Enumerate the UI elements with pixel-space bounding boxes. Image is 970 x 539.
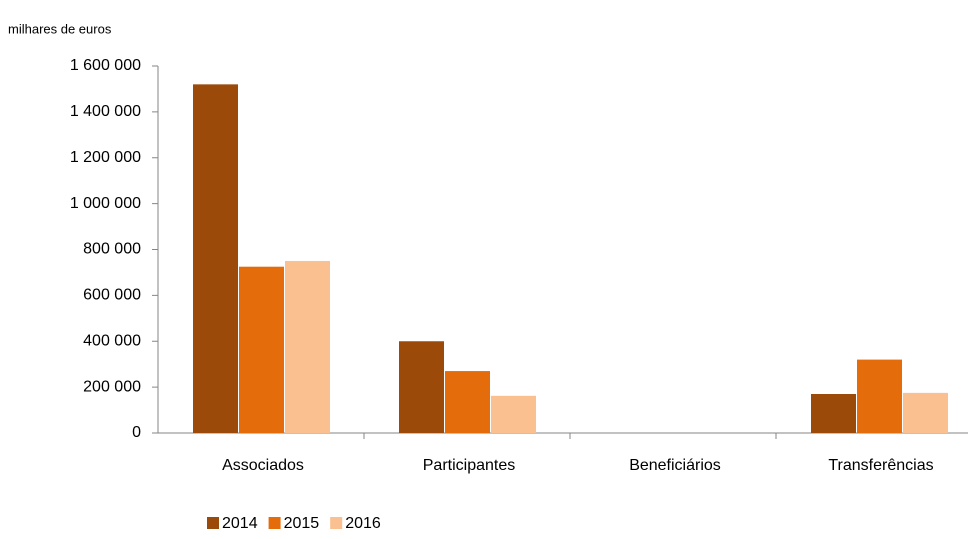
y-tick-label: 600 000 [83, 287, 141, 304]
bar [285, 260, 330, 433]
bar [903, 392, 948, 433]
axis-unit-label: milhares de euros [8, 21, 112, 36]
x-tick-label: Beneficiários [629, 457, 721, 474]
y-tick-label: 1 200 000 [70, 149, 141, 166]
y-tick-label: 800 000 [83, 241, 141, 258]
bar [857, 359, 902, 433]
bar [445, 371, 490, 433]
bar [239, 266, 284, 433]
x-tick-label: Transferências [828, 457, 933, 474]
bar [193, 84, 238, 433]
y-tick-label: 1 000 000 [70, 195, 141, 212]
legend-label: 2015 [284, 515, 320, 532]
y-tick-label: 1 400 000 [70, 103, 141, 120]
y-tick-label: 0 [132, 424, 141, 441]
legend-swatch [330, 517, 343, 529]
legend-label: 2014 [222, 515, 258, 532]
y-tick-label: 400 000 [83, 332, 141, 349]
bar [491, 395, 536, 433]
y-tick-label: 200 000 [83, 378, 141, 395]
legend-swatch [268, 517, 281, 529]
legend-label: 2016 [345, 515, 381, 532]
x-tick-label: Participantes [423, 457, 516, 474]
bar [811, 394, 856, 433]
x-tick-label: Associados [222, 457, 304, 474]
y-tick-label: 1 600 000 [70, 57, 141, 74]
legend-swatch [207, 517, 219, 529]
bar [399, 341, 444, 433]
